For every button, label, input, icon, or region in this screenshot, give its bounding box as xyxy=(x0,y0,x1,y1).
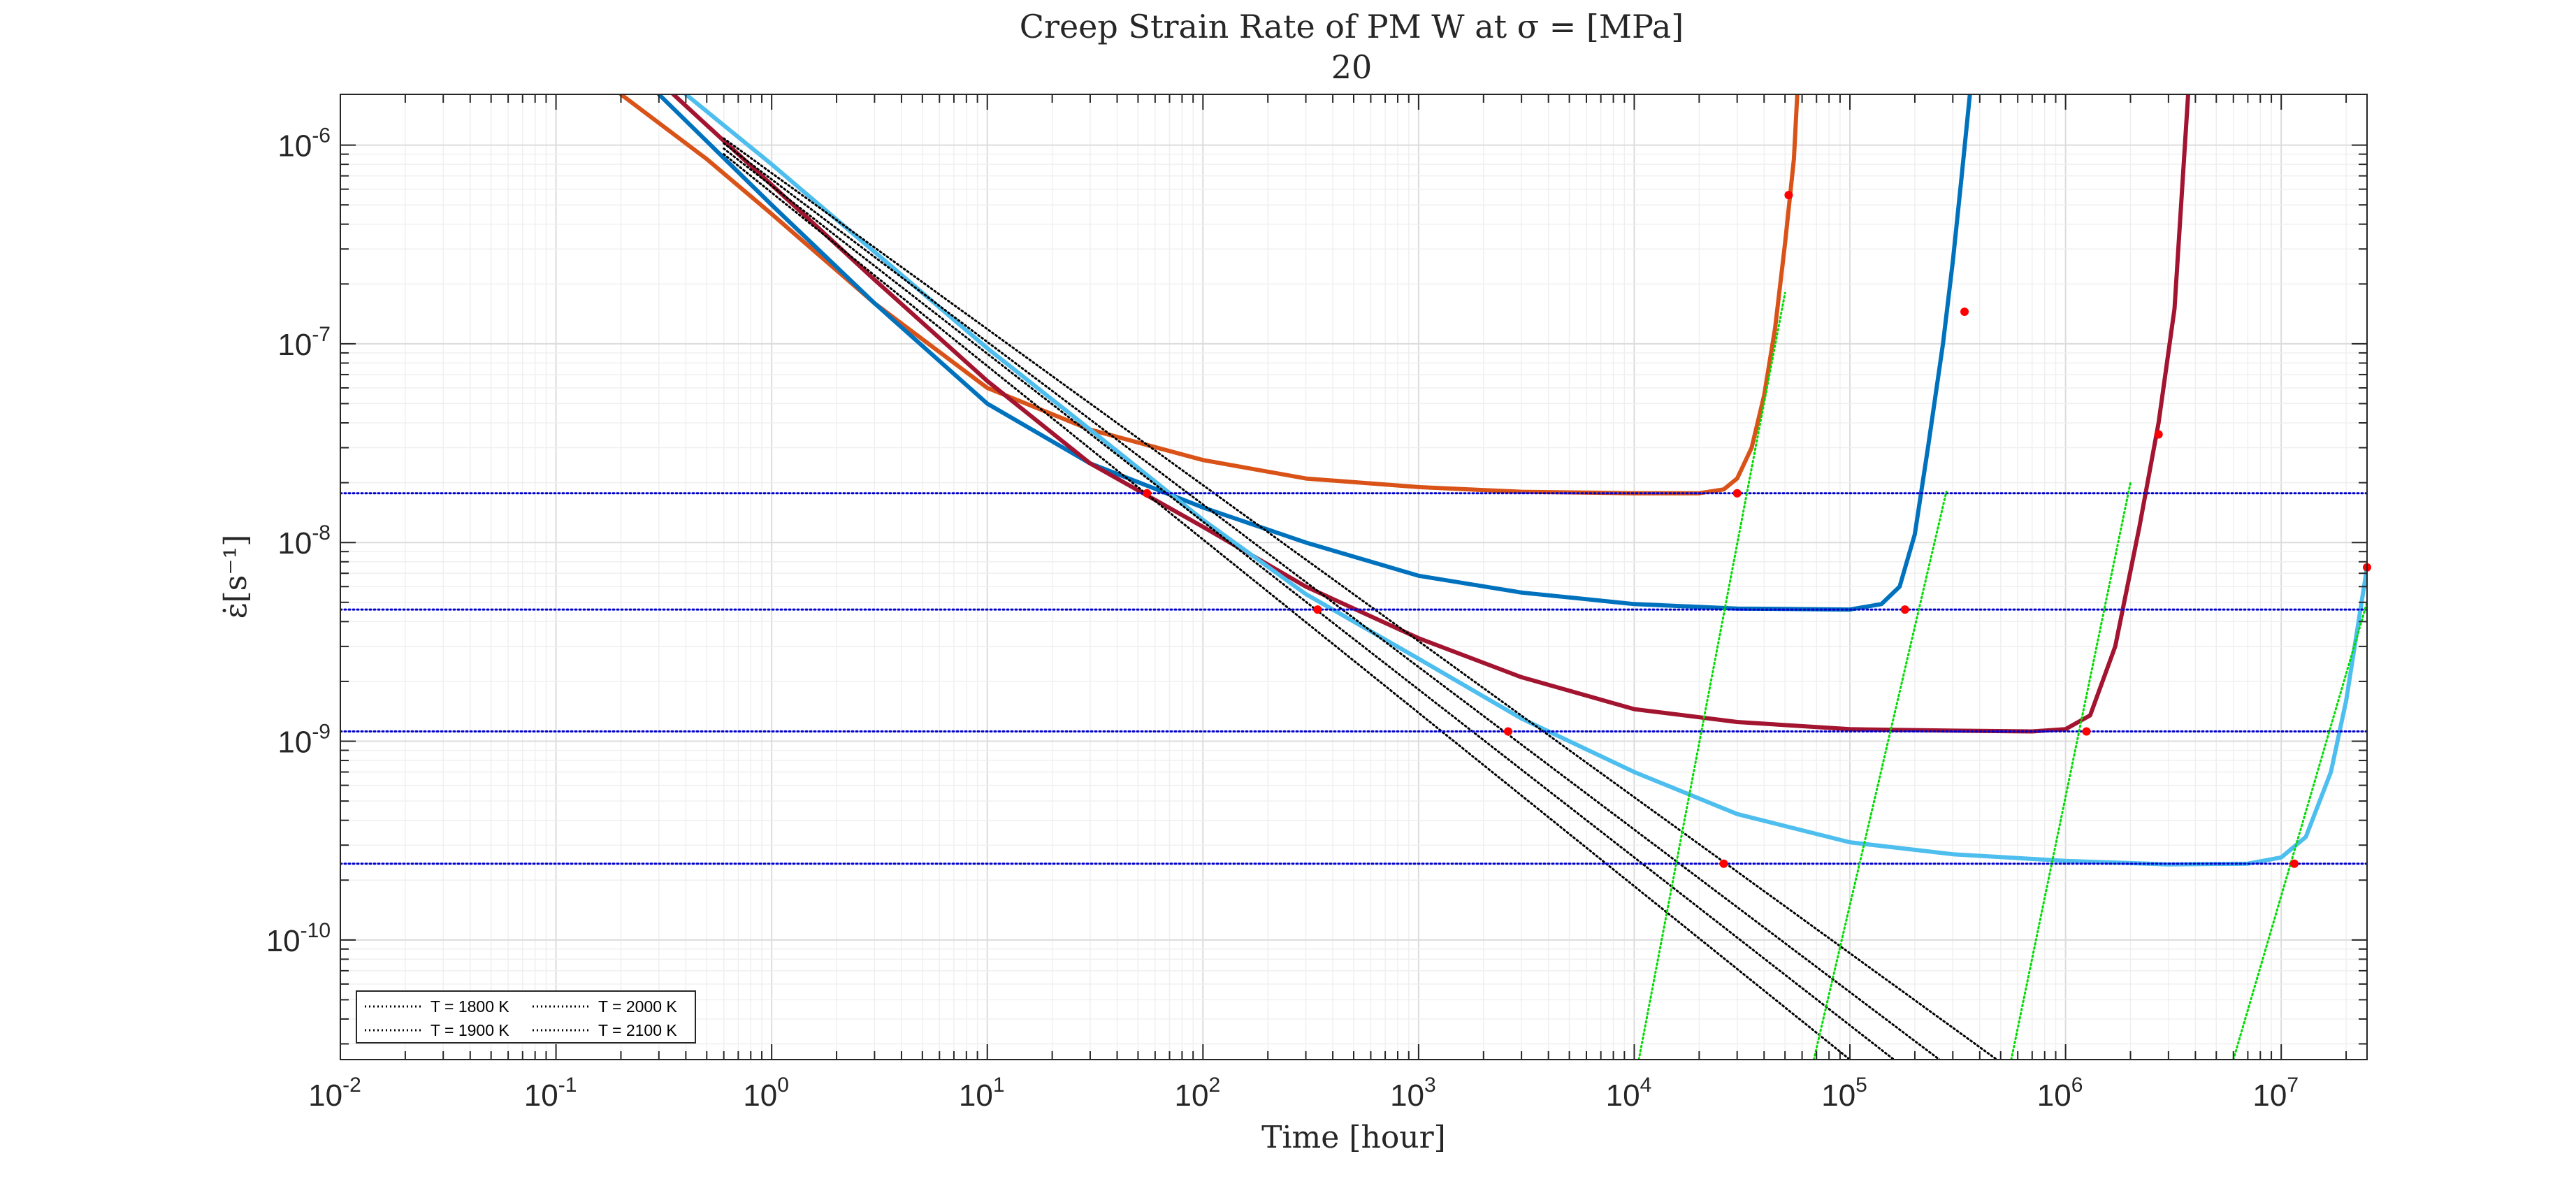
x-tick-label-exponent: 2 xyxy=(1208,1074,1220,1097)
series-line-3 xyxy=(671,94,2190,734)
y-tick-label-exponent: -10 xyxy=(301,919,331,942)
x-tick-label-exponent: 1 xyxy=(993,1074,1005,1097)
y-tick-label: 10-8 xyxy=(277,521,331,561)
y-tick-label-base: 10 xyxy=(277,129,312,164)
y-tick-label: 10-10 xyxy=(266,919,331,958)
series-line-7 xyxy=(723,142,1941,1060)
y-tick-label-base: 10 xyxy=(277,328,312,362)
y-tick-label-exponent: -6 xyxy=(312,124,331,147)
y-tick-label: 10-9 xyxy=(277,721,331,760)
legend-entry-label: T = 2100 K xyxy=(598,1021,677,1039)
data-point-marker xyxy=(1313,605,1322,614)
data-point-marker xyxy=(1143,489,1152,498)
data-point-marker xyxy=(1503,727,1512,736)
series-line-8 xyxy=(723,137,1998,1060)
y-tick-label-exponent: -8 xyxy=(312,521,331,544)
x-tick-label: 106 xyxy=(2037,1074,2083,1113)
chart-subtitle: 20 xyxy=(1331,48,1373,86)
legend-entry-label: T = 1800 K xyxy=(430,997,509,1016)
series-group xyxy=(340,94,2367,1060)
x-tick-label: 104 xyxy=(1606,1074,1652,1113)
data-point-marker xyxy=(1900,605,1909,614)
x-tick-label-base: 10 xyxy=(743,1078,777,1113)
y-tick-label-base: 10 xyxy=(266,924,301,958)
x-tick-label: 105 xyxy=(1821,1074,1867,1113)
series-line-2 xyxy=(656,94,1972,612)
x-tick-label-exponent: -1 xyxy=(558,1074,577,1097)
x-tick-label-exponent: 3 xyxy=(1424,1074,1436,1097)
x-tick-label-base: 10 xyxy=(2037,1078,2071,1113)
series-line-4 xyxy=(683,94,2367,867)
ticks: 10-2 10-1 100 101 102 103 104 105 106 10710-1010-… xyxy=(266,94,2367,1113)
x-tick-label-exponent: 4 xyxy=(1640,1074,1652,1097)
data-point-marker xyxy=(1784,191,1793,200)
x-tick-label: 10-1 xyxy=(524,1074,577,1113)
x-tick-label: 102 xyxy=(1174,1074,1220,1113)
data-point-marker xyxy=(2154,430,2163,439)
x-tick-label: 10-2 xyxy=(308,1074,361,1113)
x-tick-label-exponent: -2 xyxy=(342,1074,361,1097)
y-tick-label-exponent: -7 xyxy=(312,323,331,346)
legend-entry-label: T = 1900 K xyxy=(430,1021,509,1039)
x-tick-label-base: 10 xyxy=(1821,1078,1855,1113)
y-tick-label: 10-7 xyxy=(277,323,331,362)
y-axis-label: ε̇[s⁻¹] xyxy=(218,535,254,619)
x-tick-label-base: 10 xyxy=(308,1078,342,1113)
series-line-14 xyxy=(1812,491,1948,1060)
data-point-marker xyxy=(1719,859,1728,868)
x-tick-label: 101 xyxy=(959,1074,1005,1113)
x-tick-label-exponent: 5 xyxy=(1855,1074,1867,1097)
grid xyxy=(340,94,2367,1060)
x-tick-label-base: 10 xyxy=(1606,1078,1640,1113)
y-tick-label-base: 10 xyxy=(277,526,312,561)
x-tick-label: 107 xyxy=(2252,1074,2299,1113)
x-tick-label-exponent: 7 xyxy=(2287,1074,2299,1097)
series-line-13 xyxy=(1637,291,1786,1060)
y-tick-label-exponent: -9 xyxy=(312,721,331,744)
x-tick-label-base: 10 xyxy=(959,1078,993,1113)
y-tick-label: 10-6 xyxy=(277,124,331,164)
chart-title: Creep Strain Rate of PM W at σ = [MPa] xyxy=(1020,8,1684,45)
x-axis-label: Time [hour] xyxy=(1261,1120,1446,1155)
data-point-marker xyxy=(1732,489,1742,498)
data-point-marker xyxy=(2082,727,2091,736)
x-tick-label: 100 xyxy=(743,1074,789,1113)
x-tick-label-base: 10 xyxy=(2252,1078,2287,1113)
legend: T = 1800 K T = 2000 K T = 1900 K T = 2100 K xyxy=(356,990,696,1044)
x-tick-label-base: 10 xyxy=(524,1078,558,1113)
data-point-marker xyxy=(2289,859,2299,868)
legend-box xyxy=(356,990,696,1044)
legend-entry-label: T = 2000 K xyxy=(598,997,677,1016)
x-tick-label-exponent: 6 xyxy=(2071,1074,2083,1097)
x-tick-label-exponent: 0 xyxy=(777,1074,789,1097)
series-line-5 xyxy=(723,153,1851,1060)
y-tick-label-base: 10 xyxy=(277,725,312,760)
x-tick-label: 103 xyxy=(1390,1074,1436,1113)
series-line-6 xyxy=(723,147,1895,1060)
x-tick-label-base: 10 xyxy=(1174,1078,1208,1113)
markers-group xyxy=(1143,191,2371,868)
data-point-marker xyxy=(1960,308,1969,317)
x-tick-label-base: 10 xyxy=(1390,1078,1424,1113)
series-line-16 xyxy=(2232,601,2367,1060)
series-line-15 xyxy=(2010,482,2132,1060)
